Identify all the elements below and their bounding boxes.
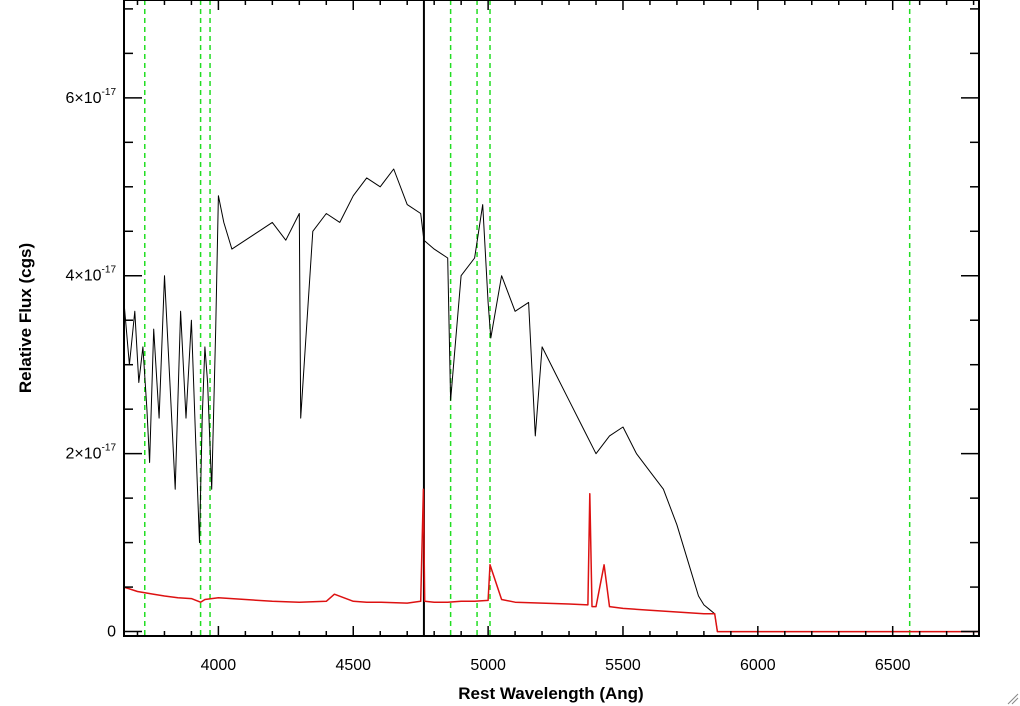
y-tick-label: 4×10-17 — [66, 265, 117, 285]
x-tick-label: 6500 — [875, 657, 911, 674]
x-tick-label: 6000 — [740, 657, 776, 674]
flux-series-line — [123, 168, 979, 633]
y-tick-label: 0 — [107, 624, 116, 641]
y-axis-label: Relative Flux (cgs) — [16, 243, 35, 393]
x-tick-labels: 4000 4500 5000 5500 6000 6500 — [201, 657, 911, 674]
y-tick-exponent: -17 — [102, 265, 117, 276]
y-tick-label: 2×10-17 — [66, 443, 117, 463]
error-series-line — [123, 488, 979, 633]
y-tick-label: 6×10-17 — [66, 87, 117, 107]
y-tick-labels: 02×10-174×10-176×10-17 — [66, 87, 117, 641]
x-tick-label: 5500 — [605, 657, 641, 674]
y-tick-mantissa: 6×10 — [66, 90, 102, 107]
x-axis-label: Rest Wavelength (Ang) — [458, 684, 643, 703]
resize-handle[interactable] — [1007, 693, 1019, 705]
axis-ticks — [124, 0, 979, 636]
y-tick-exponent: -17 — [102, 87, 117, 98]
y-tick-mantissa: 0 — [107, 624, 116, 641]
x-tick-label: 5000 — [470, 657, 506, 674]
x-tick-label: 4500 — [335, 657, 371, 674]
series-group — [123, 168, 979, 633]
plot-frame — [123, 0, 980, 637]
x-tick-label: 4000 — [201, 657, 237, 674]
y-tick-exponent: -17 — [102, 443, 117, 454]
y-tick-mantissa: 2×10 — [66, 446, 102, 463]
y-tick-mantissa: 4×10 — [66, 268, 102, 285]
